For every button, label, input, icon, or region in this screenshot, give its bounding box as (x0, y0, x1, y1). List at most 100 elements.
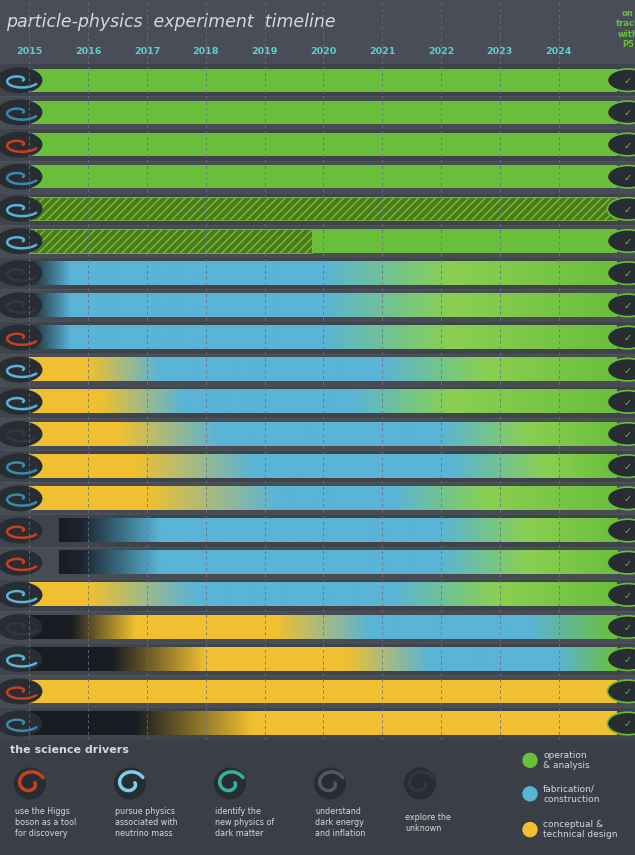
Bar (29, 198, 617, 221)
Bar (29, 101, 617, 124)
Text: ILC: ILC (0, 687, 10, 696)
Circle shape (0, 647, 42, 671)
Text: DM G3: DM G3 (0, 718, 10, 728)
Bar (0, 482, 635, 515)
Bar (29, 165, 617, 188)
Circle shape (0, 679, 42, 704)
Circle shape (607, 69, 635, 91)
Bar (0, 418, 635, 450)
Text: ✓: ✓ (624, 301, 632, 311)
Circle shape (607, 422, 635, 445)
Text: SBN programme: SBN programme (0, 236, 10, 246)
Circle shape (0, 422, 42, 446)
Text: HL-LHC accelerator upgrades: HL-LHC accelerator upgrades (0, 526, 10, 535)
Circle shape (607, 712, 635, 734)
Circle shape (607, 391, 635, 413)
Bar (0, 161, 635, 192)
Circle shape (607, 584, 635, 606)
Text: particle-physics  experiment  timeline: particle-physics experiment timeline (6, 13, 335, 31)
Circle shape (607, 519, 635, 542)
Circle shape (607, 551, 635, 574)
Text: 2016: 2016 (75, 47, 102, 56)
Text: fabrication/
construction: fabrication/ construction (543, 784, 599, 804)
Text: ✓: ✓ (624, 269, 632, 280)
Text: 2019: 2019 (251, 47, 277, 56)
Bar (29, 68, 617, 91)
Bar (0, 675, 635, 707)
Text: 2021: 2021 (369, 47, 396, 56)
Text: ✓: ✓ (624, 494, 632, 504)
Text: the science drivers: the science drivers (10, 745, 129, 755)
Circle shape (0, 100, 42, 125)
Bar (0, 546, 635, 579)
Circle shape (607, 455, 635, 477)
Bar (0, 192, 635, 225)
Circle shape (607, 327, 635, 349)
Text: current LHC experiments: current LHC experiments (0, 139, 10, 150)
Circle shape (0, 68, 42, 92)
Text: ✓: ✓ (624, 366, 632, 375)
Text: 2024: 2024 (545, 47, 572, 56)
Text: ✓: ✓ (624, 719, 632, 729)
Circle shape (607, 616, 635, 638)
Text: HL-LHC detector upgrades: HL-LHC detector upgrades (0, 557, 10, 568)
Circle shape (0, 293, 42, 317)
Text: ✓: ✓ (624, 109, 632, 118)
Bar (0, 386, 635, 418)
Text: ✓: ✓ (624, 76, 632, 86)
Bar (312, 229, 617, 252)
Text: ✓: ✓ (624, 333, 632, 344)
Circle shape (215, 768, 245, 799)
Circle shape (0, 197, 42, 221)
Text: CMB S4: CMB S4 (0, 654, 10, 664)
Text: identify the
new physics of
dark matter: identify the new physics of dark matter (215, 807, 274, 838)
Text: 2015: 2015 (17, 47, 43, 56)
Circle shape (115, 768, 145, 799)
Text: ✓: ✓ (624, 237, 632, 247)
Text: Mu2e: Mu2e (0, 429, 10, 439)
Text: use the Higgs
boson as a tool
for discovery: use the Higgs boson as a tool for discov… (15, 807, 76, 838)
Circle shape (0, 454, 42, 479)
Circle shape (0, 261, 42, 286)
Circle shape (607, 680, 635, 703)
Text: ✓: ✓ (624, 205, 632, 215)
Bar (0, 354, 635, 386)
Bar (0, 289, 635, 321)
Circle shape (315, 768, 345, 799)
Circle shape (607, 230, 635, 252)
Bar (0, 611, 635, 643)
Text: DESI: DESI (0, 397, 10, 407)
Text: ✓: ✓ (624, 463, 632, 472)
Circle shape (523, 753, 537, 767)
Text: ✓: ✓ (624, 173, 632, 183)
Circle shape (0, 486, 42, 510)
Text: understand
dark energy
and inflation: understand dark energy and inflation (315, 807, 365, 838)
Bar (0, 64, 635, 97)
Circle shape (0, 711, 42, 735)
Text: current neutrino experiments: current neutrino experiments (0, 172, 10, 182)
Bar (29, 198, 617, 221)
Bar (29, 229, 312, 252)
Text: ✓: ✓ (624, 687, 632, 698)
Bar (0, 707, 635, 740)
Circle shape (0, 582, 42, 607)
Circle shape (0, 133, 42, 156)
Text: ✓: ✓ (624, 398, 632, 408)
Circle shape (0, 325, 42, 350)
Circle shape (523, 823, 537, 836)
Text: ✓: ✓ (624, 591, 632, 601)
Text: explore the
unknown: explore the unknown (405, 813, 451, 833)
Text: ATLAS & CMS upgrades: ATLAS & CMS upgrades (0, 333, 10, 343)
Text: ✓: ✓ (624, 527, 632, 536)
Text: small experiments: small experiments (0, 203, 10, 214)
Circle shape (607, 198, 635, 220)
Text: 2023: 2023 (486, 47, 513, 56)
Circle shape (523, 787, 537, 801)
Bar (0, 450, 635, 482)
Text: ✓: ✓ (624, 655, 632, 665)
Text: on
track
with
P5: on track with P5 (615, 9, 635, 49)
Bar (29, 229, 312, 252)
Text: ✓: ✓ (624, 623, 632, 633)
Text: operation
& analysis: operation & analysis (543, 751, 590, 770)
Text: ✓: ✓ (624, 140, 632, 150)
